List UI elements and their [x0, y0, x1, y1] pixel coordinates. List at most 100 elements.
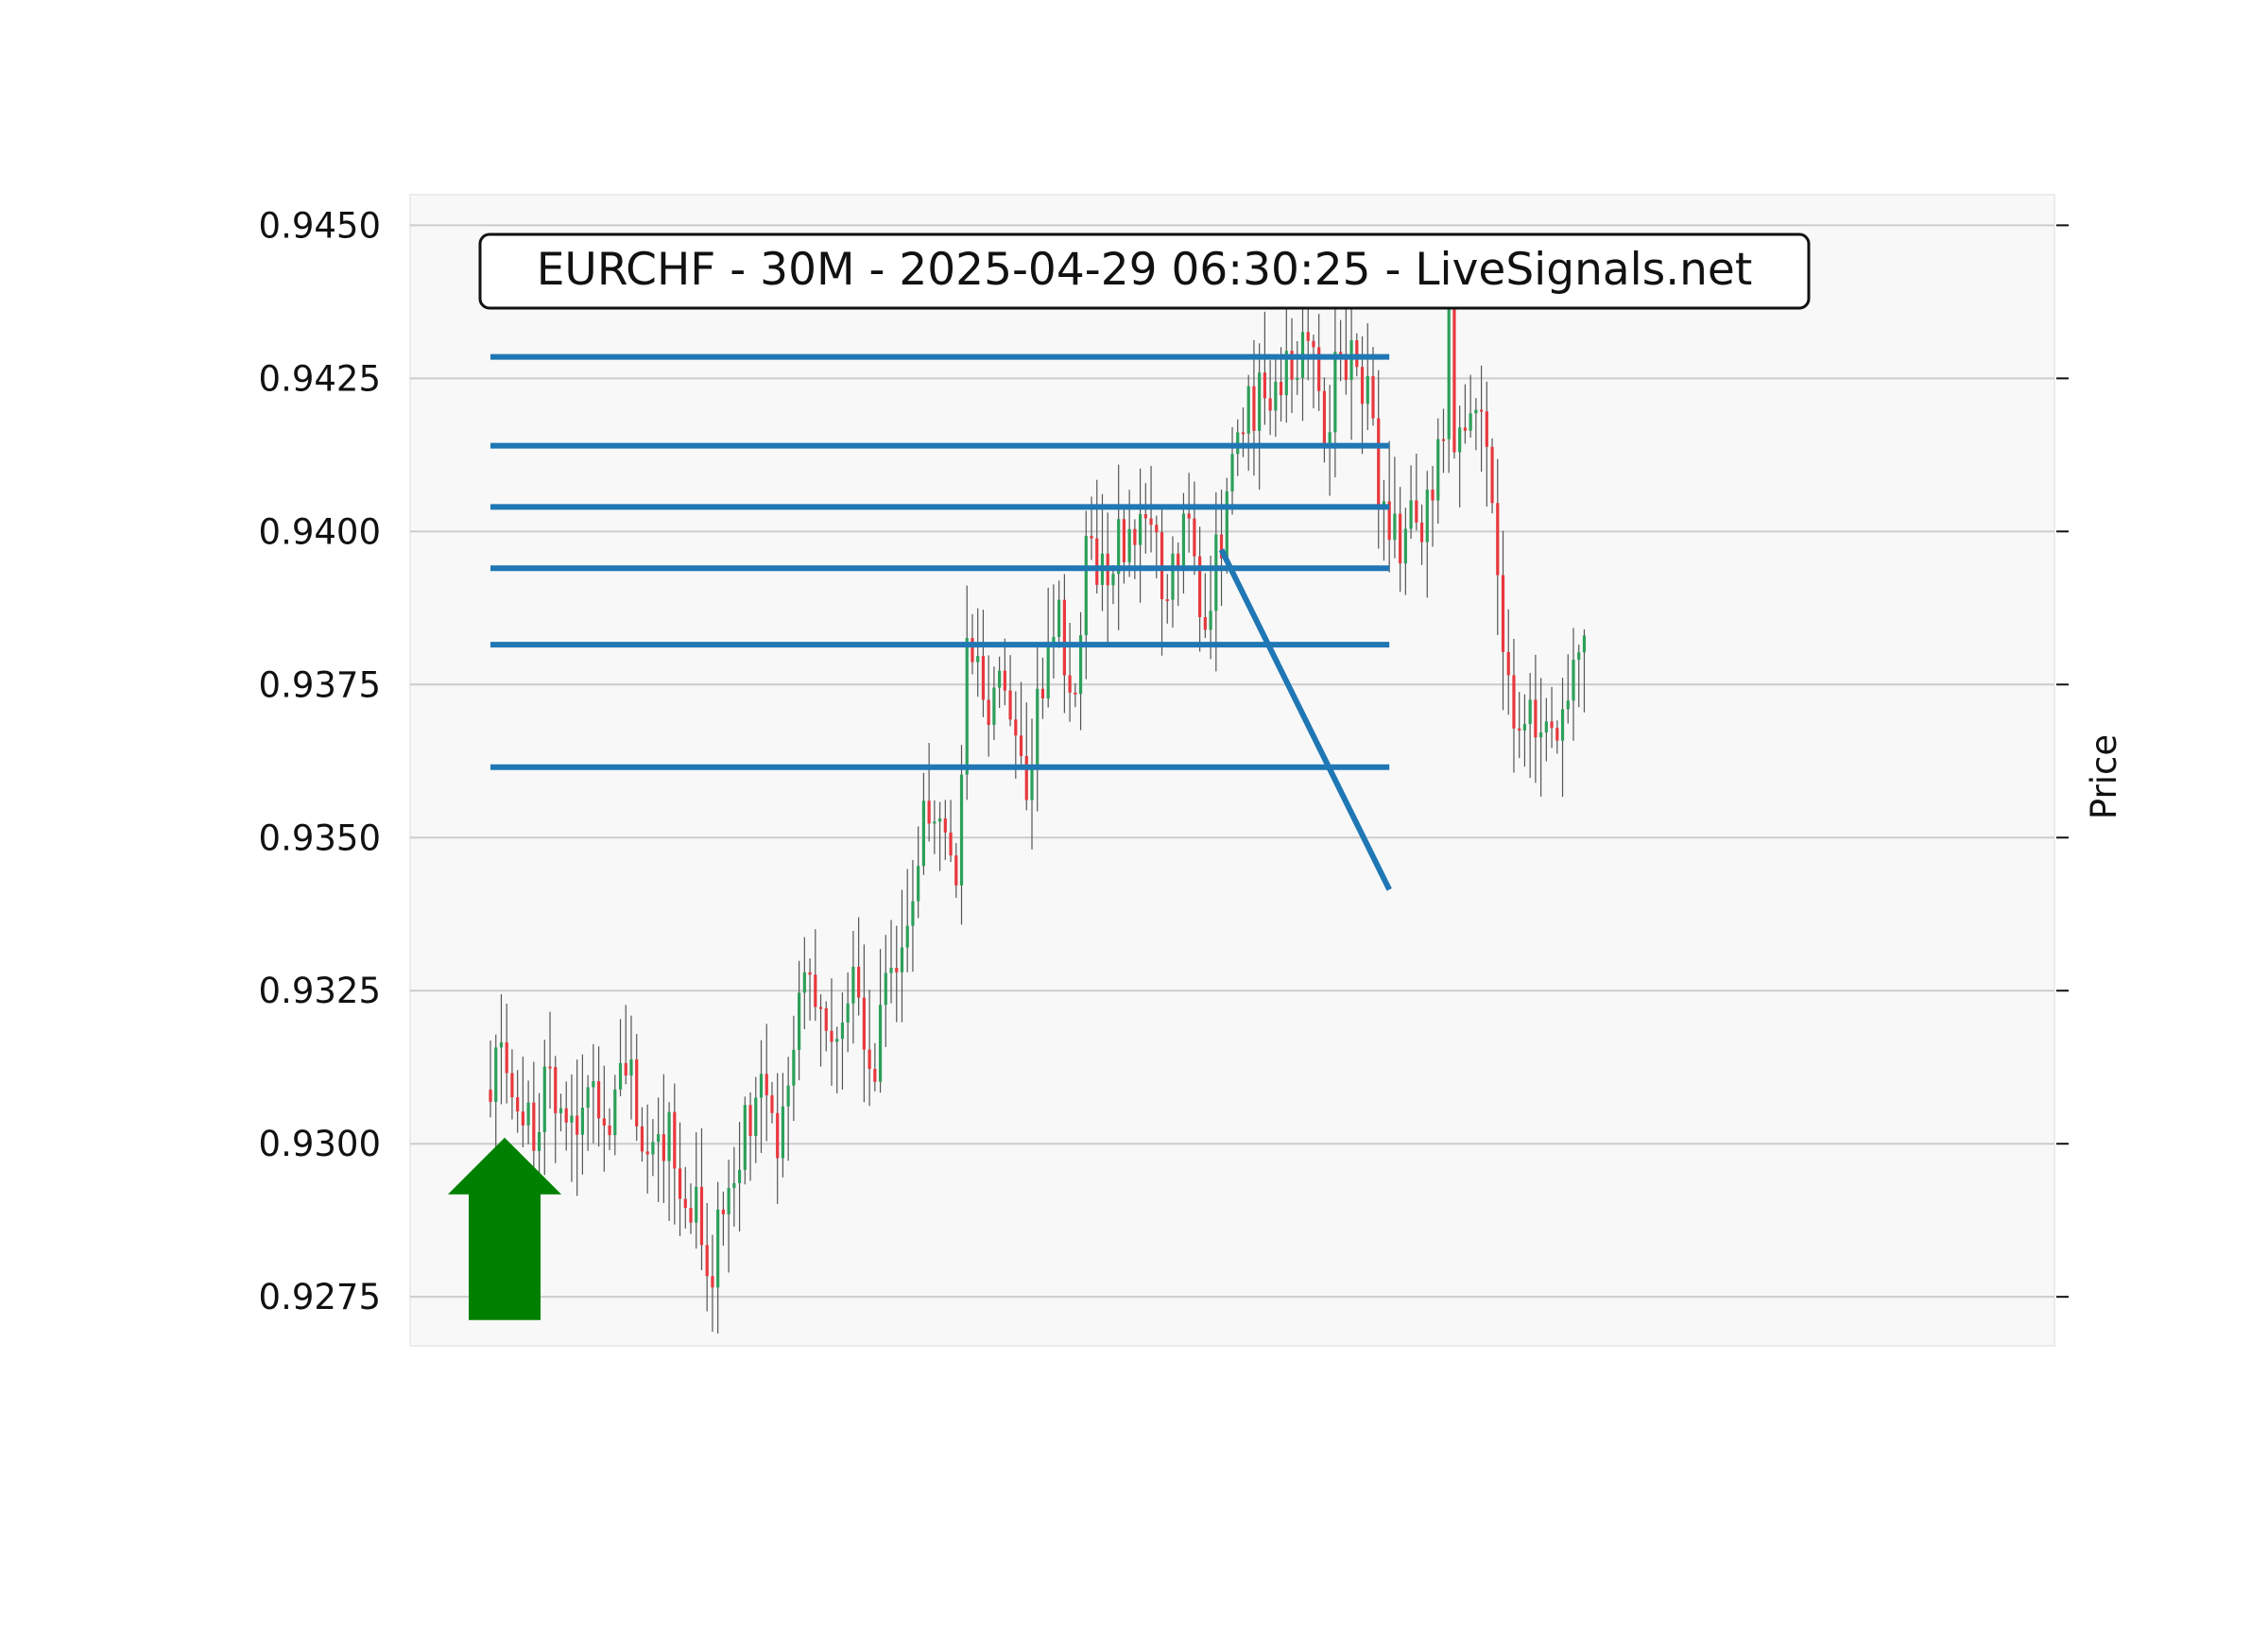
candle-body: [1268, 398, 1272, 411]
candle-body: [1003, 670, 1006, 691]
candle-body: [792, 1049, 796, 1086]
candle-body: [1377, 418, 1381, 506]
candle-body: [921, 800, 925, 867]
candle-body: [1544, 721, 1548, 733]
candle-body: [1485, 411, 1488, 447]
candle-body: [683, 1198, 687, 1209]
candle-body: [558, 1108, 563, 1113]
candle-body: [933, 821, 936, 824]
candle-body: [624, 1062, 627, 1076]
candle-body: [830, 1030, 833, 1042]
candle-body: [1084, 536, 1088, 636]
y-tick-label: 0.9325: [259, 971, 381, 1011]
candle-body: [1496, 503, 1500, 576]
candle-body: [884, 972, 887, 1006]
candle-body: [1198, 556, 1202, 617]
chart-title-frame: [478, 232, 1811, 310]
candle-body: [905, 925, 909, 948]
candle-body: [743, 1105, 747, 1170]
candle-body: [895, 968, 899, 972]
candle-body: [965, 638, 969, 775]
candle-body: [818, 1007, 823, 1009]
plot-background: [409, 194, 2055, 1347]
candle-body: [608, 1125, 611, 1136]
candle-body: [1187, 513, 1191, 519]
candle-body: [542, 1066, 546, 1132]
candle-body: [737, 1169, 742, 1183]
candle-body: [911, 901, 915, 926]
candle-body: [1322, 390, 1327, 446]
candle-body: [1284, 351, 1288, 396]
candle-body: [1512, 675, 1516, 729]
candle-body: [824, 1007, 828, 1031]
candle-body: [564, 1108, 568, 1123]
candle-body: [1409, 500, 1413, 529]
candle-body: [1171, 553, 1175, 600]
candle-body: [1458, 427, 1462, 453]
candle-body: [1572, 660, 1575, 701]
candle-body: [695, 1186, 698, 1223]
chart-title: EURCHF - 30M - 2025-04-29 06:30:25 - Liv…: [537, 244, 1753, 296]
candle-body: [1425, 490, 1429, 542]
y-tick-label: 0.9450: [259, 205, 381, 246]
candle-body: [1149, 518, 1153, 525]
candle-body: [1263, 372, 1266, 399]
candle-body: [505, 1041, 508, 1074]
candle-body: [602, 1118, 606, 1126]
candle-body: [1393, 513, 1397, 541]
candle-body: [1177, 553, 1180, 572]
candle-body: [645, 1151, 649, 1155]
candle-body: [570, 1115, 574, 1123]
candle-body: [1366, 375, 1369, 404]
candle-body: [776, 1112, 780, 1159]
y-tick-label: 0.9300: [259, 1124, 381, 1164]
candle-body: [1506, 651, 1510, 676]
candle-body: [1127, 528, 1131, 562]
candle-body: [576, 1115, 579, 1135]
candle-body: [635, 1058, 639, 1127]
candle-body: [949, 832, 953, 856]
candle-body: [1143, 514, 1147, 519]
candle-body: [1219, 534, 1224, 559]
candle-body: [889, 968, 893, 973]
candle-body: [1566, 700, 1570, 710]
candle-body: [613, 1089, 617, 1136]
candle-body: [651, 1142, 655, 1155]
candle-body: [1111, 574, 1115, 586]
candle-body: [673, 1111, 677, 1169]
candle-body: [1371, 375, 1375, 419]
trend-line: [1218, 548, 1392, 891]
candle-body: [1024, 756, 1028, 800]
candle-body: [937, 818, 942, 822]
candle-body: [1290, 351, 1294, 380]
candle-body: [917, 866, 920, 902]
candle-body: [1225, 491, 1228, 559]
candle-body: [510, 1073, 514, 1098]
candle-body: [580, 1108, 585, 1135]
candle-body: [1382, 501, 1386, 506]
y-axis: 0.9275 0.9300 0.9325 0.9350 0.9375 0.9400 0.94…: [259, 205, 2069, 1317]
candle-body: [1230, 454, 1234, 492]
y-tick-label: 0.9375: [259, 664, 381, 705]
candle-body: [1139, 514, 1143, 545]
candle-body: [1415, 500, 1418, 523]
candle-body: [1582, 635, 1587, 653]
candle-body: [1133, 528, 1137, 545]
candle-body: [1008, 690, 1012, 720]
candle-body: [1062, 599, 1066, 676]
candle-body: [1014, 719, 1018, 736]
candle-body: [705, 1245, 709, 1277]
candle-body: [857, 966, 861, 998]
candle-body: [759, 1074, 764, 1098]
candle-body: [662, 1134, 665, 1162]
candle-body: [798, 992, 801, 1050]
candle-body: [900, 947, 904, 972]
candle-body: [1469, 413, 1472, 431]
candle-body: [1040, 688, 1045, 698]
candle-body: [1360, 367, 1365, 404]
candle-body: [521, 1110, 524, 1126]
candle-body: [1258, 372, 1262, 431]
candle-body: [592, 1081, 595, 1088]
candle-body: [1296, 377, 1299, 380]
candle-body: [699, 1186, 704, 1246]
